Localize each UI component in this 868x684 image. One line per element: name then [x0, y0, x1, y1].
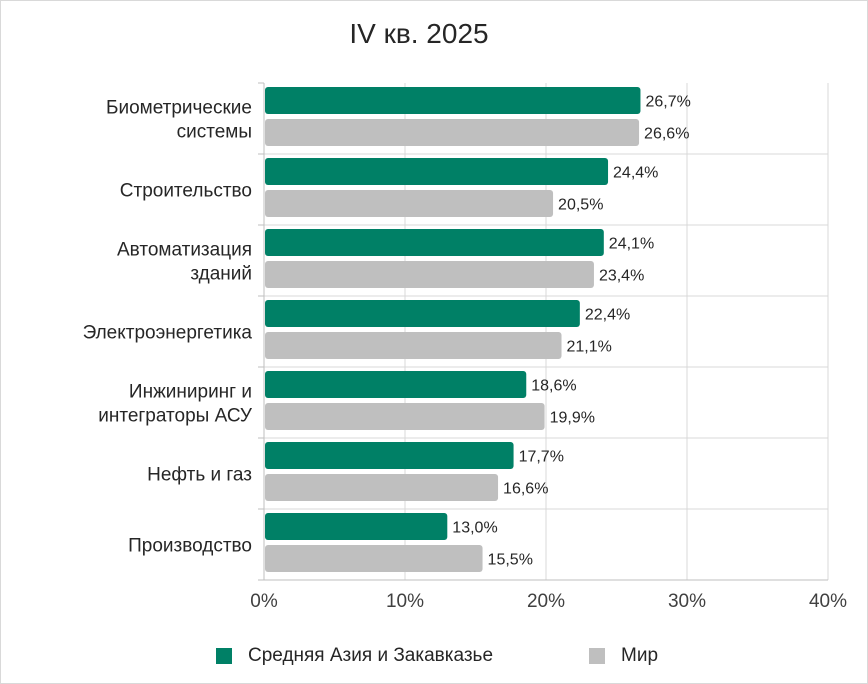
- legend: Средняя Азия и Закавказье Мир: [0, 645, 868, 673]
- bar-world: [265, 403, 545, 430]
- bar-central-asia: [265, 371, 527, 398]
- x-tick-label: 10%: [386, 591, 424, 612]
- data-label: 15,5%: [488, 552, 533, 569]
- data-label: 24,1%: [609, 236, 654, 253]
- bar-world: [265, 261, 594, 288]
- x-tick-label: 40%: [809, 591, 847, 612]
- bar-world: [265, 332, 562, 359]
- bar-world: [265, 474, 499, 501]
- legend-item-central-asia: Средняя Азия и Закавказье: [216, 645, 493, 667]
- legend-swatch-central-asia: [216, 648, 232, 664]
- data-label: 24,4%: [613, 165, 658, 182]
- data-label: 19,9%: [550, 410, 595, 427]
- bar-chart: 0% 10% 20% 30% 40% Биометрические системы Строи…: [83, 82, 847, 612]
- bar-world: [265, 119, 640, 146]
- x-tick-label: 20%: [527, 591, 565, 612]
- category-label: Инжиниринг и: [129, 382, 252, 403]
- legend-label-world: Мир: [621, 645, 659, 666]
- bar-central-asia: [265, 300, 580, 327]
- x-tick-label: 30%: [668, 591, 706, 612]
- category-label: зданий: [190, 264, 252, 285]
- data-label: 23,4%: [599, 268, 644, 285]
- data-label: 26,7%: [645, 94, 690, 111]
- bar-central-asia: [265, 229, 604, 256]
- data-label: 20,5%: [558, 197, 603, 214]
- category-label: Биометрические: [106, 98, 252, 119]
- legend-label-central-asia: Средняя Азия и Закавказье: [248, 645, 494, 666]
- category-label: Строительство: [120, 181, 252, 202]
- bar-world: [265, 190, 554, 217]
- bar-world: [265, 545, 483, 572]
- category-label: интеграторы АСУ: [98, 406, 253, 427]
- data-label: 22,4%: [585, 307, 630, 324]
- category-label: Автоматизация: [117, 240, 252, 261]
- category-label: системы: [177, 122, 252, 143]
- x-tick-label: 0%: [250, 591, 278, 612]
- data-label: 21,1%: [567, 339, 612, 356]
- bar-central-asia: [265, 513, 448, 540]
- bar-central-asia: [265, 87, 641, 114]
- category-label: Нефть и газ: [147, 465, 252, 486]
- data-label: 18,6%: [531, 378, 576, 395]
- legend-swatch-world: [589, 648, 605, 664]
- data-label: 26,6%: [644, 126, 689, 143]
- data-label: 17,7%: [519, 449, 564, 466]
- legend-item-world: Мир: [589, 645, 658, 667]
- bar-central-asia: [265, 442, 514, 469]
- category-label: Производство: [128, 536, 252, 557]
- bar-central-asia: [265, 158, 609, 185]
- category-label: Электроэнергетика: [83, 323, 253, 344]
- data-label: 16,6%: [503, 481, 548, 498]
- data-label: 13,0%: [452, 520, 497, 537]
- chart-title: IV кв. 2025: [349, 18, 489, 49]
